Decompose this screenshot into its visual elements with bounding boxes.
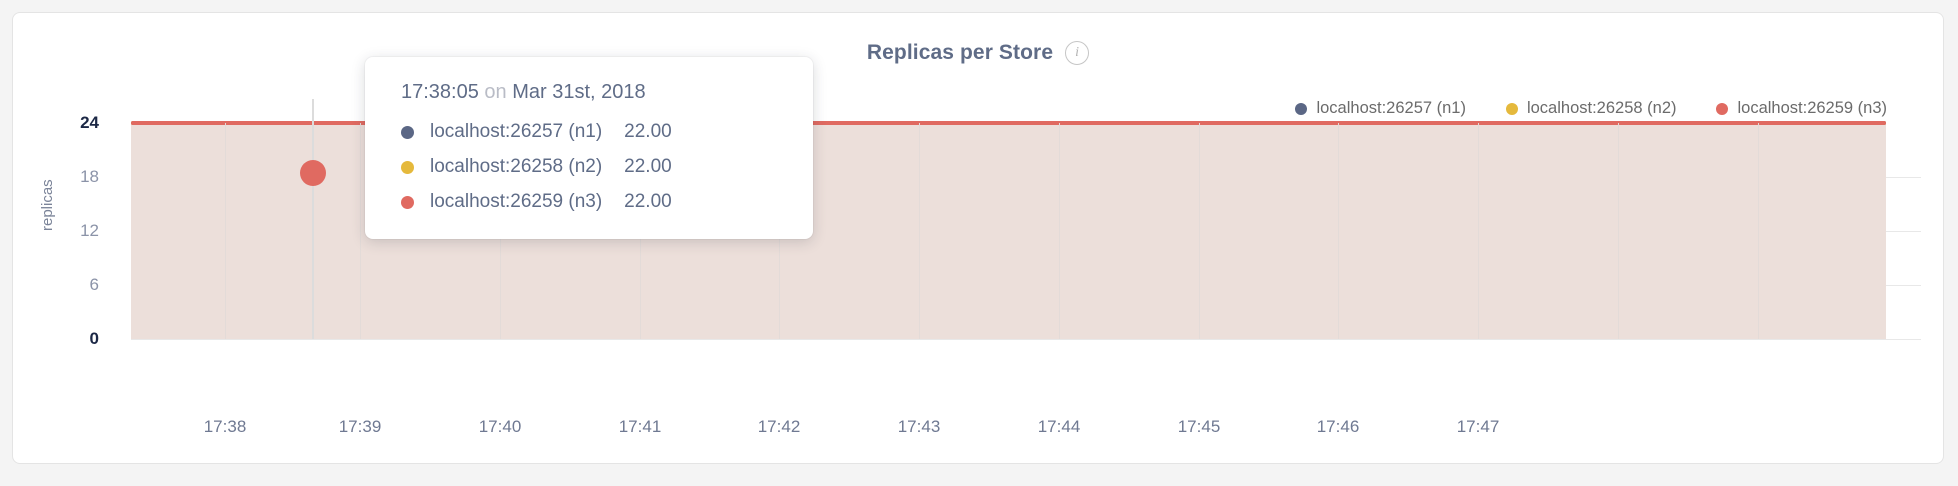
plot-container: 24 18 12 6 0 replicas 17:38 17:39 17:40 … <box>13 13 1943 463</box>
series-line-n3 <box>131 121 1886 125</box>
x-axis-tick: 17:46 <box>1316 417 1360 436</box>
legend-swatch-icon <box>1295 102 1308 115</box>
tooltip-date: Mar 31st, 2018 <box>512 81 646 103</box>
x-axis-tick: 17:41 <box>618 417 662 436</box>
hover-marker-dot <box>300 160 326 186</box>
tooltip-series-value: 22.00 <box>624 121 672 142</box>
gridline-horizontal <box>131 339 1921 340</box>
tooltip-row-n2: localhost:26258 (n2) 22.00 <box>401 156 777 178</box>
legend-item-n3[interactable]: localhost:26259 (n3) <box>1716 99 1887 118</box>
tooltip-series-label: localhost:26257 (n1) <box>430 121 603 142</box>
y-axis-tick: 24 <box>80 113 99 132</box>
legend-swatch-icon <box>1716 102 1729 115</box>
gridline-vertical <box>1618 123 1619 339</box>
chart-legend: localhost:26257 (n1) localhost:26258 (n2… <box>1295 99 1887 118</box>
tooltip-series-value: 22.00 <box>624 191 672 212</box>
legend-item-label: localhost:26259 (n3) <box>1737 99 1887 117</box>
y-axis-tick: 18 <box>80 167 99 186</box>
x-axis-tick: 17:38 <box>203 417 247 436</box>
x-axis-tick: 17:39 <box>338 417 382 436</box>
hover-crosshair-line <box>312 99 314 339</box>
x-axis-tick: 17:40 <box>478 417 522 436</box>
series-dot-icon <box>401 195 414 209</box>
gridline-vertical <box>225 123 226 339</box>
tooltip-row-n1: localhost:26257 (n1) 22.00 <box>401 121 777 143</box>
chart-card: Replicas per Store i localhost:26257 (n1… <box>12 12 1944 464</box>
gridline-vertical <box>919 123 920 339</box>
legend-swatch-icon <box>1505 102 1518 115</box>
gridline-vertical <box>360 123 361 339</box>
legend-item-label: localhost:26258 (n2) <box>1526 99 1677 117</box>
tooltip-timestamp: 17:38:05 on Mar 31st, 2018 <box>401 81 777 104</box>
series-dot-icon <box>401 160 414 174</box>
tooltip-series-value: 22.00 <box>624 156 672 177</box>
info-circle-icon[interactable]: i <box>1065 41 1090 65</box>
gridline-vertical <box>1478 123 1479 339</box>
x-axis-tick: 17:45 <box>1177 417 1221 436</box>
tooltip-series-label: localhost:26259 (n3) <box>430 191 603 212</box>
tooltip-series-label: localhost:26258 (n2) <box>430 156 603 177</box>
legend-item-label: localhost:26257 (n1) <box>1316 99 1466 117</box>
gridline-vertical <box>1338 123 1339 339</box>
gridline-vertical <box>1059 123 1060 339</box>
x-axis-tick: 17:43 <box>897 417 941 436</box>
series-dot-icon <box>401 125 414 139</box>
tooltip-on-word: on <box>484 81 507 103</box>
x-axis-tick: 17:44 <box>1037 417 1081 436</box>
tooltip-row-n3: localhost:26259 (n3) 22.00 <box>401 191 777 213</box>
x-axis-tick: 17:42 <box>757 417 801 436</box>
gridline-vertical <box>1199 123 1200 339</box>
hover-tooltip: 17:38:05 on Mar 31st, 2018 localhost:262… <box>365 57 813 239</box>
y-axis-label: replicas <box>39 179 56 231</box>
tooltip-time: 17:38:05 <box>401 81 479 103</box>
gridline-vertical <box>1758 123 1759 339</box>
y-axis-tick: 6 <box>89 275 99 294</box>
y-axis-tick: 0 <box>89 329 99 348</box>
x-axis-tick: 17:47 <box>1456 417 1500 436</box>
y-axis-tick: 12 <box>80 221 99 240</box>
legend-item-n1[interactable]: localhost:26257 (n1) <box>1295 99 1466 118</box>
legend-item-n2[interactable]: localhost:26258 (n2) <box>1505 99 1677 118</box>
